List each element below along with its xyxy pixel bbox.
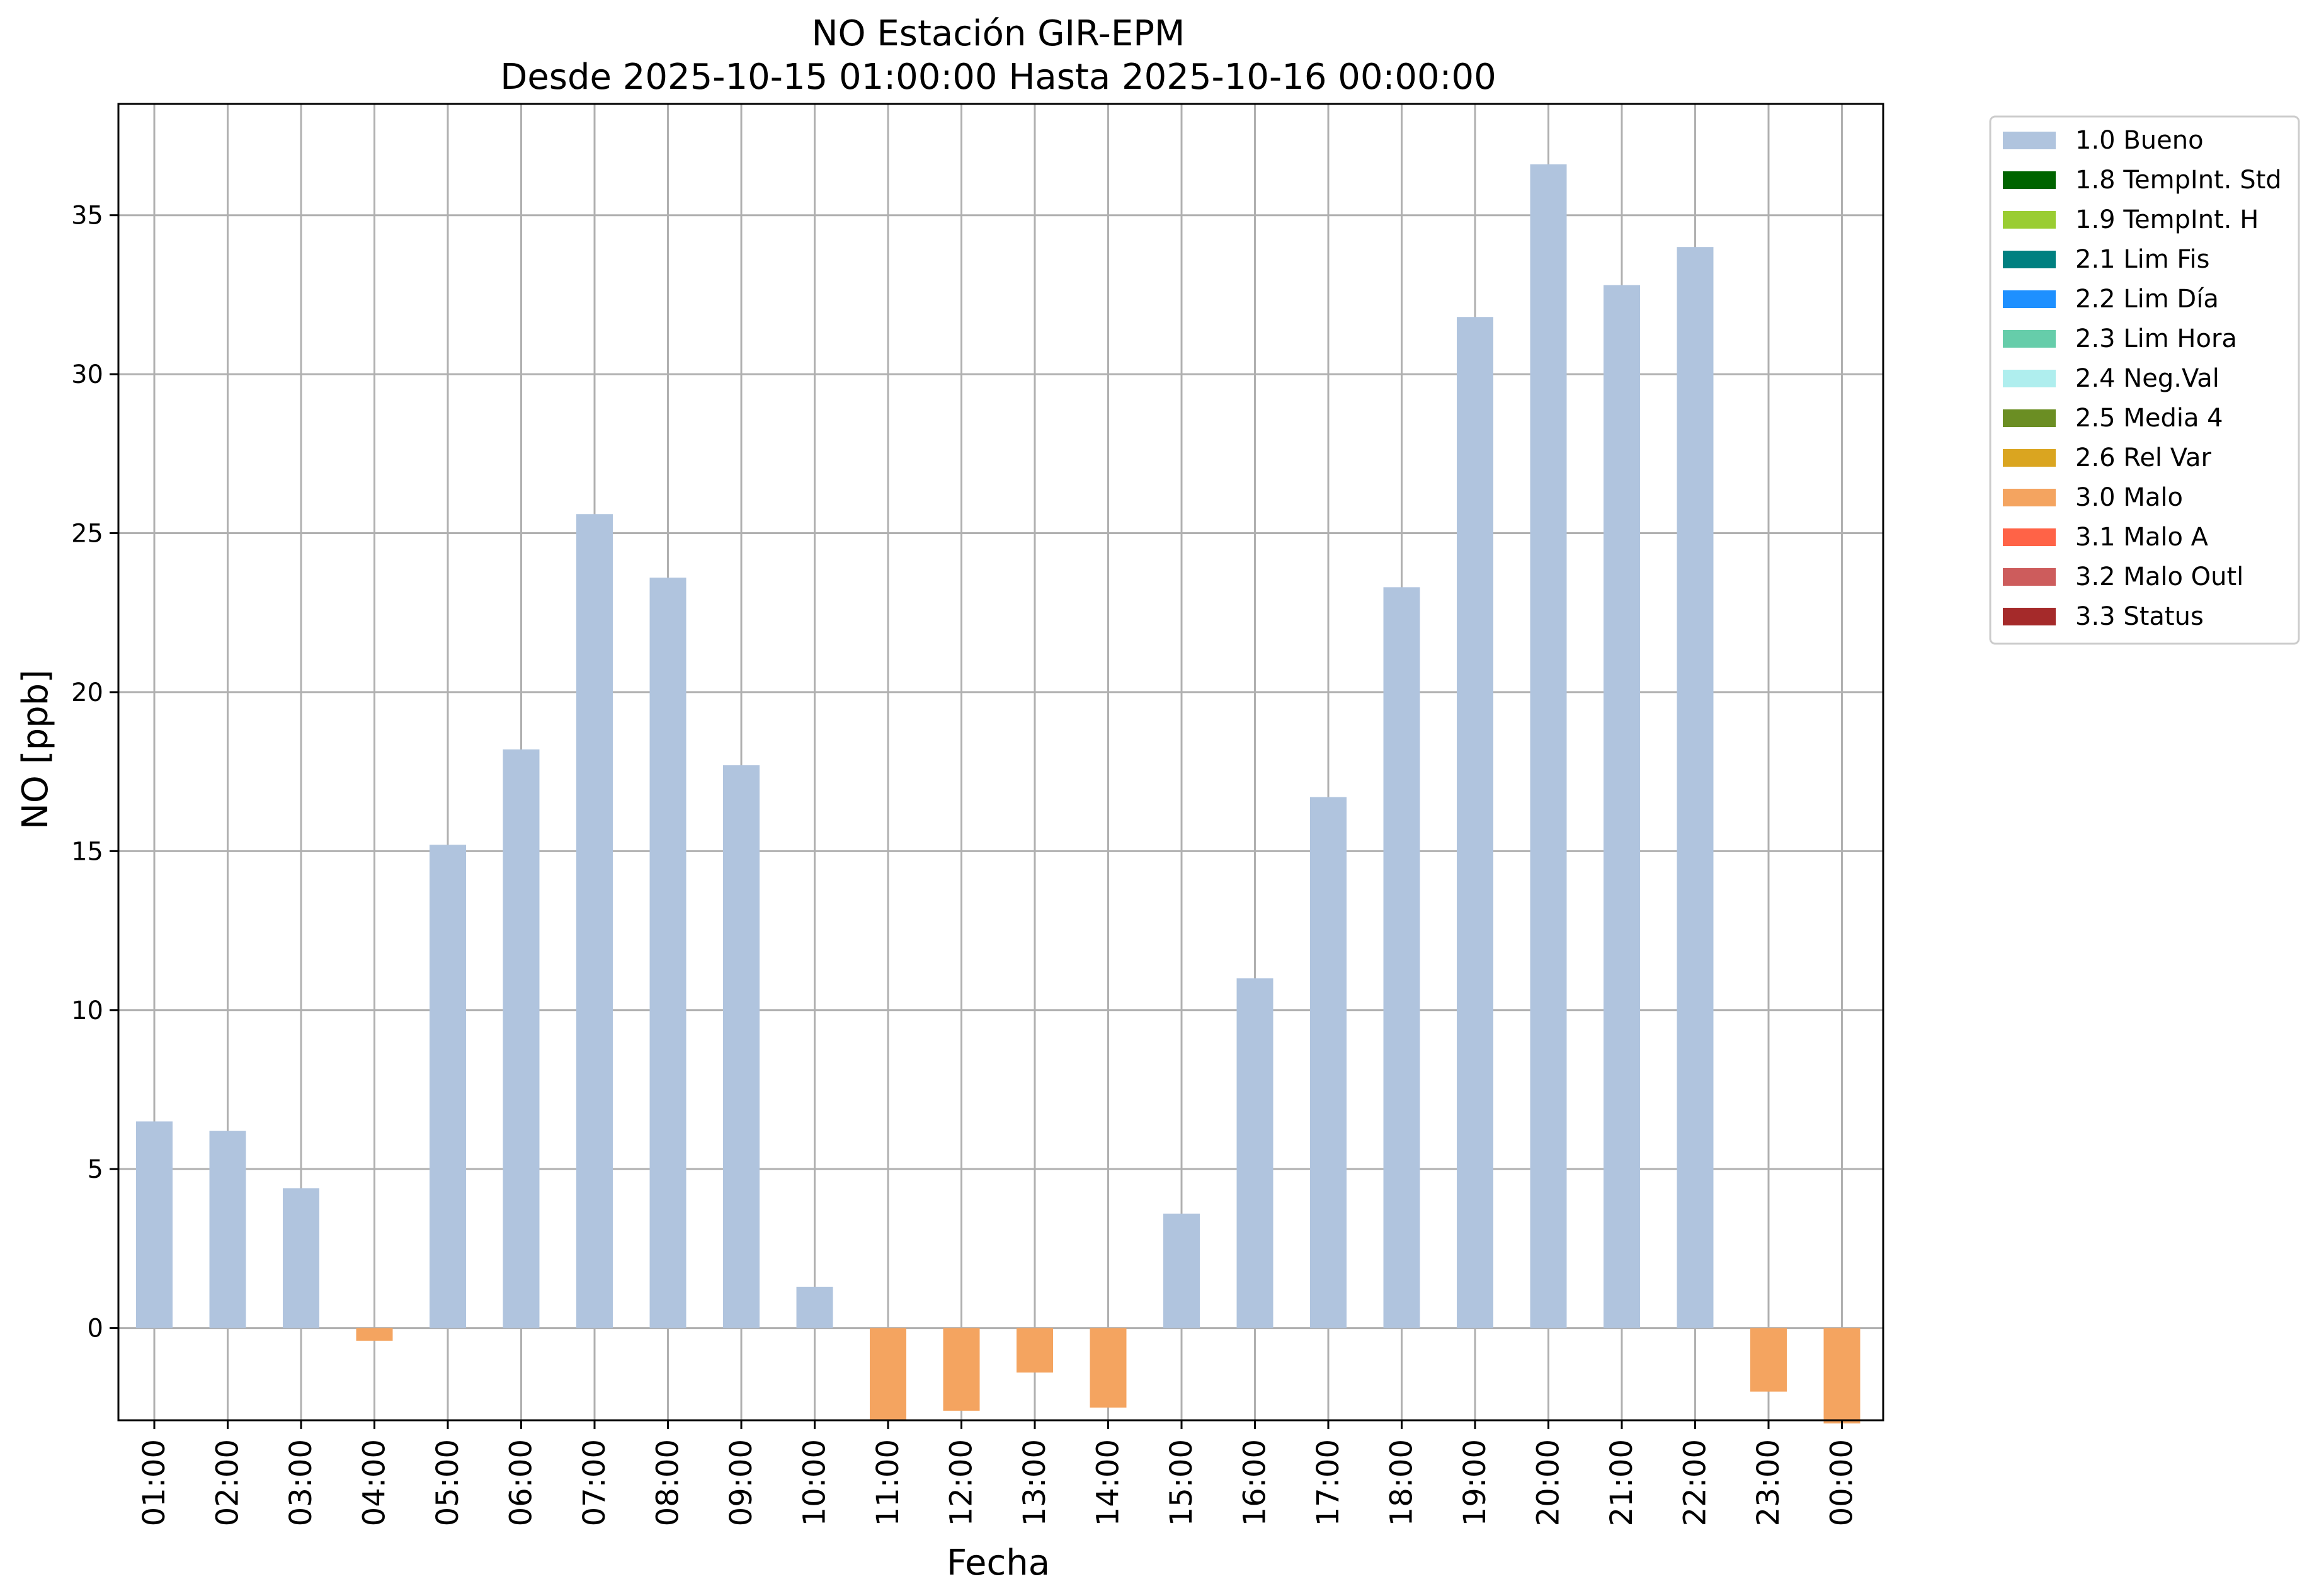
y-tick-label: 5 (88, 1155, 103, 1184)
bar-1100 (870, 1328, 906, 1420)
legend-label: 1.0 Bueno (2075, 126, 2204, 155)
bar-1300 (1017, 1328, 1053, 1373)
legend: 1.0 Bueno 1.8 TempInt. Std 1.9 TempInt. H 2… (1989, 115, 2300, 645)
legend-swatch (2003, 409, 2056, 427)
legend-swatch (2003, 489, 2056, 506)
x-tick-label: 22:00 (1678, 1439, 1713, 1526)
x-tick-label: 01:00 (137, 1439, 172, 1526)
chart-title: NO Estación GIR-EPM (812, 13, 1185, 54)
x-tick-label: 15:00 (1164, 1439, 1199, 1526)
axes (117, 103, 1884, 1422)
x-tick-label: 23:00 (1751, 1439, 1786, 1526)
bar-1500 (1163, 1213, 1200, 1328)
x-tick-label: 16:00 (1238, 1439, 1273, 1526)
bar-2300 (1750, 1328, 1787, 1392)
legend-swatch (2003, 449, 2056, 467)
chart-subtitle: Desde 2025-10-15 01:00:00 Hasta 2025-10-… (500, 57, 1496, 98)
x-tick-label: 07:00 (577, 1439, 612, 1526)
legend-swatch (2003, 290, 2056, 308)
x-tick-label: 08:00 (651, 1439, 686, 1526)
bar-1400 (1090, 1328, 1127, 1408)
x-tick-label: 05:00 (430, 1439, 465, 1526)
legend-label: 3.2 Malo Outl (2075, 562, 2243, 591)
legend-frame (1989, 115, 2300, 645)
legend-label: 3.0 Malo (2075, 483, 2183, 512)
bar-2100 (1604, 285, 1640, 1328)
legend-label: 2.2 Lim Día (2075, 285, 2219, 314)
bar-0500 (430, 845, 466, 1328)
legend-label: 2.1 Lim Fis (2075, 245, 2209, 274)
x-tick-label: 06:00 (504, 1439, 539, 1526)
bar-1600 (1236, 978, 1273, 1328)
y-axis-label: NO [ppb] (15, 670, 56, 829)
bar-1800 (1383, 587, 1420, 1328)
x-tick-label: 14:00 (1091, 1439, 1126, 1526)
x-tick-label: 21:00 (1604, 1439, 1639, 1526)
x-tick-label: 09:00 (724, 1439, 759, 1526)
bar-0800 (649, 578, 687, 1328)
x-tick-label: 13:00 (1017, 1439, 1052, 1526)
legend-label: 2.4 Neg.Val (2075, 364, 2219, 393)
legend-label: 2.3 Lim Hora (2075, 324, 2237, 353)
legend-label: 3.1 Malo A (2075, 523, 2209, 552)
legend-label: 1.9 TempInt. H (2075, 205, 2259, 234)
bar-1000 (796, 1286, 833, 1328)
x-tick-label: 04:00 (357, 1439, 392, 1526)
bars (136, 164, 1860, 1424)
x-tick-label: 10:00 (797, 1439, 833, 1526)
legend-swatch (2003, 251, 2056, 268)
bar-1200 (943, 1328, 980, 1411)
bar-2000 (1530, 164, 1567, 1328)
legend-swatch (2003, 528, 2056, 546)
x-ticks: 01:00 02:00 03:00 04:00 05:00 06:00 07:00 08:00… (137, 1420, 1860, 1526)
x-tick-label: 03:00 (283, 1439, 319, 1526)
bar-0100 (136, 1121, 173, 1328)
y-tick-label: 10 (71, 996, 103, 1025)
y-ticks: 0 5 10 15 20 25 30 35 (71, 202, 118, 1343)
bar-2200 (1677, 247, 1714, 1328)
x-tick-label: 02:00 (210, 1439, 246, 1526)
x-tick-label: 11:00 (870, 1439, 906, 1526)
legend-label: 1.8 TempInt. Std (2075, 166, 2282, 195)
legend-swatch (2003, 132, 2056, 149)
bar-0300 (283, 1188, 319, 1328)
legend-swatch (2003, 568, 2056, 586)
y-tick-label: 35 (71, 202, 103, 231)
x-tick-label: 17:00 (1311, 1439, 1346, 1526)
legend-label: 2.5 Media 4 (2075, 404, 2223, 433)
bar-0400 (356, 1328, 393, 1341)
x-tick-label: 00:00 (1825, 1439, 1860, 1526)
bar-0900 (723, 765, 760, 1328)
legend-swatch (2003, 370, 2056, 387)
x-axis-label: Fecha (947, 1542, 1050, 1583)
legend-swatch (2003, 171, 2056, 189)
legend-swatch (2003, 330, 2056, 348)
legend-swatch (2003, 608, 2056, 625)
x-tick-label: 12:00 (944, 1439, 979, 1526)
plot-frame (117, 103, 1884, 1422)
x-tick-label: 20:00 (1531, 1439, 1566, 1526)
legend-label: 3.3 Status (2075, 602, 2204, 631)
legend-label: 2.6 Rel Var (2075, 443, 2212, 472)
x-tick-label: 19:00 (1457, 1439, 1493, 1526)
bar-1700 (1310, 797, 1347, 1328)
y-tick-label: 0 (88, 1314, 103, 1343)
y-tick-label: 20 (71, 678, 103, 707)
bar-1900 (1457, 317, 1493, 1328)
x-tick-label: 18:00 (1384, 1439, 1420, 1526)
bar-0200 (209, 1131, 246, 1328)
bar-0700 (576, 514, 613, 1328)
legend-swatch (2003, 211, 2056, 229)
y-tick-label: 30 (71, 360, 103, 389)
bar-0000 (1823, 1328, 1860, 1424)
bar-0600 (503, 749, 540, 1328)
y-tick-label: 15 (71, 837, 103, 866)
y-tick-label: 25 (71, 520, 103, 549)
